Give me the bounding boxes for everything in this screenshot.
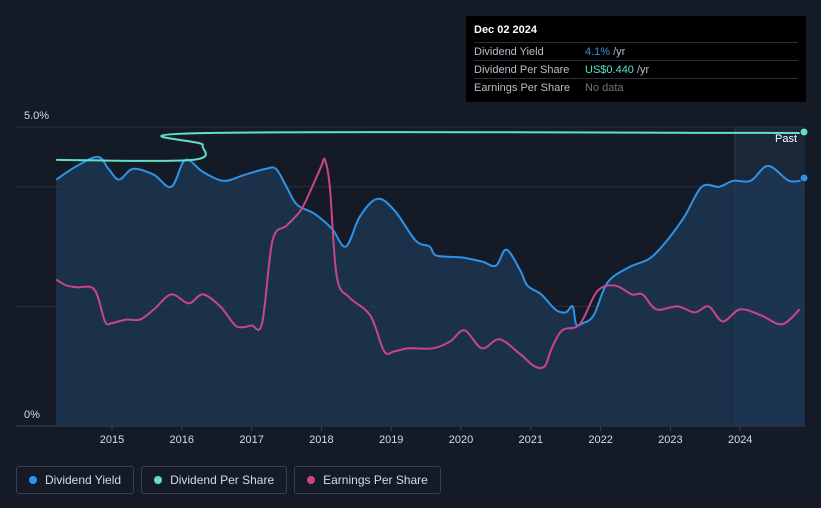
x-tick-label: 2015 (100, 434, 124, 446)
tooltip-label: Dividend Yield (474, 45, 544, 58)
x-tick-label: 2024 (728, 434, 752, 446)
legend-item-earnings-per-share[interactable]: Earnings Per Share (294, 466, 441, 494)
tooltip-value: US$0.440 (585, 63, 634, 76)
y-tick-label: 0% (24, 409, 40, 421)
dividend-per-share-line (56, 131, 805, 163)
x-tick-label: 2016 (170, 434, 194, 446)
legend-dot-icon (154, 476, 163, 484)
earnings-per-share-line (55, 157, 801, 370)
past-label: Past (775, 133, 797, 145)
x-tick-label: 2018 (309, 434, 333, 446)
tooltip-unit: /yr (613, 45, 626, 58)
dividend-yield-end-marker (799, 173, 809, 183)
legend-label: Earnings Per Share (323, 473, 428, 487)
legend-dot-icon (29, 476, 37, 484)
tooltip-value: 4.1% (585, 45, 611, 58)
x-tick-label: 2020 (449, 434, 473, 446)
x-tick-label: 2019 (379, 434, 403, 446)
tooltip-date: Dec 02 2024 (474, 24, 537, 36)
legend-label: Dividend Yield (45, 473, 122, 487)
legend-dot-icon (307, 476, 316, 484)
x-tick-label: 2017 (239, 434, 263, 446)
legend-label: Dividend Per Share (170, 473, 275, 487)
x-tick-label: 2022 (588, 434, 612, 446)
y-tick-label: 5.0% (24, 110, 49, 122)
legend: Dividend Yield Dividend Per Share Earnin… (16, 466, 441, 494)
x-tick-label: 2021 (519, 434, 543, 446)
legend-item-dividend-yield[interactable]: Dividend Yield (16, 466, 135, 494)
tooltip-row-dividend-yield: Dividend Yield 4.1% /yr (474, 42, 798, 60)
tooltip-row-earnings-per-share: Earnings Per Share No data (474, 78, 798, 96)
tooltip-row-dividend-per-share: Dividend Per Share US$0.440 /yr (474, 60, 798, 78)
axis-ticks: 5.0% 0% 2015 2016 2017 2018 2019 2020 2021 2022 20… (24, 110, 752, 446)
tooltip-label: Earnings Per Share (474, 81, 570, 94)
series-lines (55, 131, 805, 370)
area-layer (56, 156, 805, 426)
dividend-yield-area (56, 156, 805, 426)
tooltip-label: Dividend Per Share (474, 63, 570, 76)
x-tick-label: 2023 (658, 434, 682, 446)
tooltip-unit: /yr (636, 63, 650, 76)
dividend-per-share-end-marker (799, 127, 809, 137)
tooltip-value: No data (585, 81, 624, 94)
legend-item-dividend-per-share[interactable]: Dividend Per Share (141, 466, 288, 494)
tooltip: Dec 02 2024 Dividend Yield 4.1% /yr Divi… (466, 16, 806, 102)
